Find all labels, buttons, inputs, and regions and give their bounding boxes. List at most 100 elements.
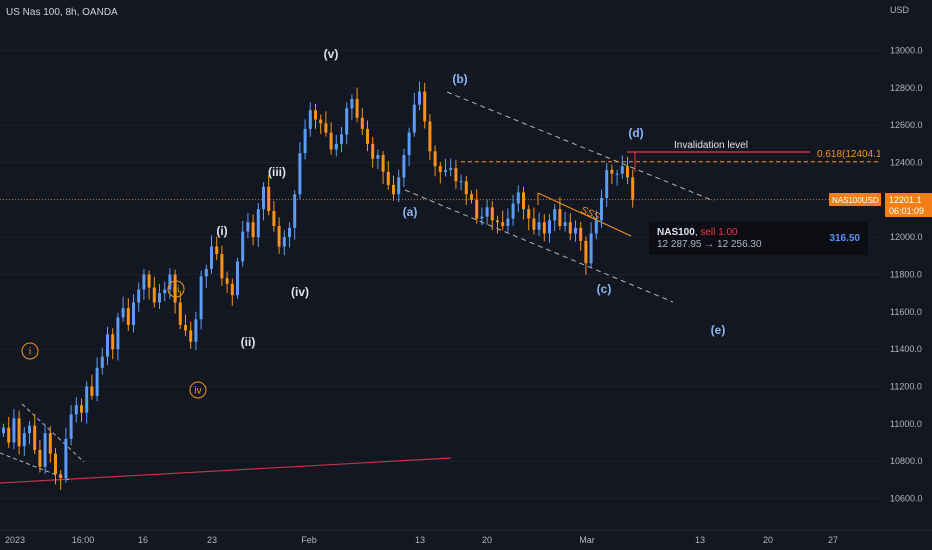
- candle-body: [334, 143, 338, 150]
- price-tick-label: 13000.0: [890, 46, 923, 56]
- candle-body: [95, 367, 99, 396]
- candle-body: [594, 220, 598, 234]
- candle-body: [522, 192, 525, 210]
- candle-body: [64, 438, 68, 478]
- candle-body: [340, 134, 343, 144]
- candle-body: [584, 240, 588, 264]
- candle-body: [490, 207, 494, 221]
- candle-body: [204, 268, 208, 277]
- trade-pnl: 316.50: [829, 233, 860, 244]
- countdown-text: 06:01:09: [889, 206, 924, 216]
- candle-body: [152, 287, 156, 303]
- candle-body: [360, 117, 364, 129]
- wave-iii-label: iii: [173, 285, 180, 296]
- candle-body: [2, 427, 5, 434]
- candle-body: [137, 289, 141, 303]
- candle-body: [366, 128, 369, 144]
- price-tick-label: 12400.0: [890, 158, 923, 168]
- candle-body: [459, 181, 463, 183]
- price-axis-area[interactable]: [880, 0, 932, 530]
- channel-lower-line: [404, 189, 674, 303]
- candle-body: [563, 222, 567, 226]
- candle-body: [142, 274, 146, 290]
- candle-body: [277, 225, 281, 247]
- candle-body: [22, 433, 26, 447]
- candle-body: [444, 169, 447, 172]
- candle-body: [38, 449, 42, 467]
- price-tick-label: 11200.0: [890, 382, 922, 392]
- wave-iii-label-circle: [167, 280, 185, 298]
- time-tick-label: Mar: [579, 535, 595, 545]
- candle-body: [610, 169, 614, 174]
- current-price-text: 12201.1: [889, 195, 922, 205]
- candle-body: [397, 177, 401, 195]
- candle-body: [126, 308, 130, 325]
- fib-label: 0.618(12404.1): [817, 149, 885, 160]
- candle-body: [532, 218, 536, 230]
- candle-body: [48, 433, 52, 454]
- candle-body: [620, 166, 624, 174]
- candle-body: [33, 425, 37, 450]
- candle-body: [59, 474, 63, 478]
- trade-line-1: NAS100, sell 1.00: [657, 227, 738, 238]
- time-tick-label: 20: [482, 535, 492, 545]
- candle-body: [600, 197, 603, 221]
- candle-body: [90, 386, 94, 396]
- price-tick-label: 10800.0: [890, 456, 923, 466]
- wave-iv-label-circle: [189, 381, 207, 399]
- candle-body: [7, 427, 11, 443]
- candle-body: [501, 222, 505, 226]
- price-tick-label: 12000.0: [890, 232, 923, 242]
- candle-body: [631, 177, 635, 200]
- candle-body: [496, 220, 499, 223]
- candle-body: [542, 222, 546, 234]
- time-tick-label: 16: [138, 535, 148, 545]
- candle-body: [173, 274, 177, 303]
- candle-body: [106, 334, 109, 357]
- candle-body: [464, 181, 468, 195]
- candle-body: [516, 192, 520, 204]
- candle-body: [236, 261, 239, 296]
- sub-wave-v-label: (v): [324, 47, 339, 61]
- wedge-upper-line: [21, 403, 85, 463]
- candle-body: [329, 132, 333, 150]
- candle-body: [282, 237, 286, 247]
- time-axis-area[interactable]: [0, 530, 932, 550]
- candle-body: [158, 293, 161, 303]
- sss-line-top: [537, 192, 632, 237]
- price-tick-label: 11400.0: [890, 344, 922, 354]
- wave-d-label: (d): [628, 126, 643, 140]
- trade-panel[interactable]: NAS100, sell 1.00 12 287.95 → 12 256.30 …: [649, 222, 868, 255]
- candle-body: [386, 171, 390, 185]
- candle-body: [298, 153, 302, 195]
- time-tick-label: 13: [415, 535, 425, 545]
- candle-body: [319, 119, 323, 124]
- candle-body: [267, 186, 271, 212]
- channel-upper-line: [446, 91, 715, 202]
- chart-title: US Nas 100, 8h, OANDA: [6, 7, 118, 18]
- candle-body: [17, 418, 21, 447]
- candle-body: [537, 222, 541, 230]
- time-tick-label: 27: [828, 535, 838, 545]
- candle-body: [449, 168, 453, 170]
- candle-body: [100, 356, 104, 368]
- price-tick-label: 11600.0: [890, 307, 922, 317]
- candle-body: [178, 302, 182, 325]
- symbol-tag-text: NAS100USD: [832, 196, 879, 205]
- candle-body: [314, 110, 317, 120]
- grid: [0, 50, 880, 500]
- candle-body: [376, 155, 380, 159]
- time-tick-label: 16:00: [72, 535, 95, 545]
- candle-body: [548, 220, 551, 234]
- candle-body: [485, 207, 489, 217]
- candle-body: [147, 274, 151, 288]
- price-tick-label: 11800.0: [890, 270, 922, 280]
- candle-body: [80, 405, 83, 413]
- candle-body: [28, 425, 31, 434]
- candle-body: [210, 246, 213, 269]
- candle-body: [194, 319, 198, 342]
- candle-body: [605, 169, 609, 198]
- candle-body: [407, 132, 411, 156]
- candle-body: [568, 222, 572, 234]
